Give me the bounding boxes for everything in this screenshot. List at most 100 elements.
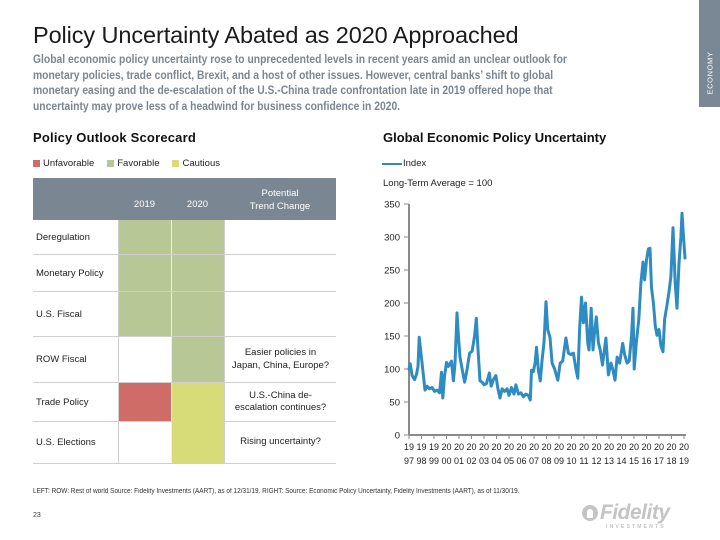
x-tick-label: 20 07: [529, 442, 539, 466]
table-row: Trade Policy U.S.-China de- escalation c…: [33, 383, 336, 422]
y-tick-label: 100: [384, 365, 400, 376]
scorecard-legend: Unfavorable Favorable Cautious: [33, 158, 233, 169]
x-tick-label: 19 98: [416, 442, 426, 466]
x-tick-label: 20 09: [554, 442, 564, 466]
series-line-index: [407, 211, 687, 402]
column-header-trend: Potential Trend Change: [224, 188, 336, 213]
y-tick-label: 50: [389, 398, 400, 409]
row-label: Trade Policy: [36, 396, 89, 408]
status-cell-2019: [118, 292, 171, 336]
legend-label: Cautious: [182, 158, 220, 169]
status-cell-2020: [171, 337, 224, 382]
x-tick-label: 20 16: [641, 442, 651, 466]
legend-label-index: Index: [403, 158, 427, 169]
page-title: Policy Uncertainty Abated as 2020 Approa…: [33, 22, 519, 48]
column-header-trend-line: Potential: [261, 188, 299, 199]
section-tab: ECONOMY: [699, 0, 720, 107]
column-header-trend-line: Trend Change: [249, 200, 311, 212]
intro-line: Global economic policy uncertainty rose …: [33, 52, 567, 66]
status-cell-2019: [118, 255, 171, 291]
status-cell-2019: [118, 337, 171, 382]
table-row: U.S. Fiscal: [33, 292, 336, 337]
trend-cell: [224, 292, 336, 336]
legend-swatch-unfavorable: [33, 160, 40, 167]
y-tick-label: 0: [395, 431, 400, 442]
status-cell-2020: [171, 383, 224, 421]
trend-cell: [224, 220, 336, 254]
legend-item-favorable: Favorable: [107, 158, 159, 169]
status-cell-2019: [118, 220, 171, 254]
row-label: U.S. Elections: [36, 437, 96, 448]
trend-cell: U.S.-China de- escalation continues?: [224, 383, 336, 421]
x-tick-label: 20 11: [579, 442, 589, 466]
x-tick-label: 20 10: [566, 442, 576, 466]
status-cell-2019: [118, 383, 171, 421]
table-header: 2019 2020 Potential Trend Change: [33, 178, 336, 220]
y-tick-label: 350: [384, 200, 400, 211]
page-number: 23: [33, 512, 41, 519]
intro-paragraph: Global economic policy uncertainty rose …: [33, 52, 720, 114]
x-tick-label: 20 08: [541, 442, 551, 466]
chart-subtitle: Long-Term Average = 100: [383, 178, 493, 189]
column-header-2020: 2020: [186, 199, 209, 210]
intro-line: uncertainty may prove less of a headwind…: [33, 98, 401, 113]
x-tick-label: 20 02: [466, 442, 476, 466]
legend-line-index: [382, 162, 402, 165]
table-row: Monetary Policy: [33, 255, 336, 292]
table-row: Deregulation: [33, 220, 336, 255]
trend-text: U.S.-China de-: [249, 389, 312, 401]
intro-line: monetary easing and the de-escalation of…: [33, 83, 553, 97]
legend-item-unfavorable: Unfavorable: [33, 158, 94, 169]
column-header-2019: 2019: [133, 199, 156, 210]
legend-label: Unfavorable: [43, 158, 95, 169]
source-footnote: LEFT: ROW: Rest of world Source: Fidelit…: [33, 488, 520, 495]
status-cell-2020: [171, 292, 224, 336]
legend-swatch-cautious: [172, 160, 180, 167]
x-tick-label: 20 00: [441, 442, 451, 466]
row-label: ROW Fiscal: [36, 354, 87, 365]
x-tick-label: 19 99: [429, 442, 439, 466]
fidelity-logo-icon: [582, 505, 598, 521]
y-tick-label: 250: [384, 266, 400, 277]
chart-title: Global Economic Policy Uncertainty: [383, 130, 607, 145]
trend-cell: [224, 255, 336, 291]
fidelity-logo: Fidelity INVESTMENTS: [580, 501, 692, 532]
trend-cell: Rising uncertainty?: [224, 422, 336, 463]
logo-tagline: INVESTMENTS: [606, 524, 666, 530]
x-tick-label: 20 17: [654, 442, 664, 466]
x-tick-label: 20 03: [479, 442, 489, 466]
x-tick-label: 19 97: [404, 442, 414, 466]
scorecard-table: 2019 2020 Potential Trend Change Deregul…: [33, 178, 336, 464]
trend-text: escalation continues?: [234, 402, 327, 413]
x-tick-label: 20 15: [629, 442, 639, 466]
status-cell-2019: [118, 422, 171, 463]
scorecard-title: Policy Outlook Scorecard: [33, 130, 197, 145]
status-cell-2020: [171, 422, 224, 463]
x-tick-label: 20 04: [491, 442, 501, 466]
x-tick-label: 20 13: [604, 442, 614, 466]
y-tick-label: 200: [384, 299, 400, 310]
x-tick-label: 20 18: [666, 442, 676, 466]
x-tick-label: 20 06: [516, 442, 526, 466]
intro-line: monetary policies, trade conflict, Brexi…: [33, 67, 554, 82]
row-label: U.S. Fiscal: [36, 308, 82, 320]
trend-text: Easier policies in: [244, 347, 317, 358]
trend-text: Rising uncertainty?: [240, 436, 321, 448]
y-tick-label: 300: [384, 233, 400, 244]
row-label: Deregulation: [36, 231, 90, 243]
x-tick-label: 20 19: [679, 442, 689, 466]
x-tick-label: 20 12: [591, 442, 601, 466]
row-label: Monetary Policy: [36, 267, 104, 279]
x-tick-label: 20 05: [504, 442, 514, 466]
x-tick-label: 20 14: [616, 442, 626, 466]
logo-wordmark: Fidelity: [600, 501, 670, 524]
trend-cell: Easier policies in Japan, China, Europe?: [224, 337, 336, 382]
status-cell-2020: [171, 220, 224, 254]
table-row: ROW Fiscal Easier policies in Japan, Chi…: [33, 337, 336, 383]
status-cell-2020: [171, 255, 224, 291]
y-tick-label: 150: [384, 332, 400, 343]
table-row: U.S. Elections Rising uncertainty?: [33, 422, 336, 464]
chart-legend: Index: [382, 158, 426, 169]
legend-label: Favorable: [117, 158, 160, 169]
